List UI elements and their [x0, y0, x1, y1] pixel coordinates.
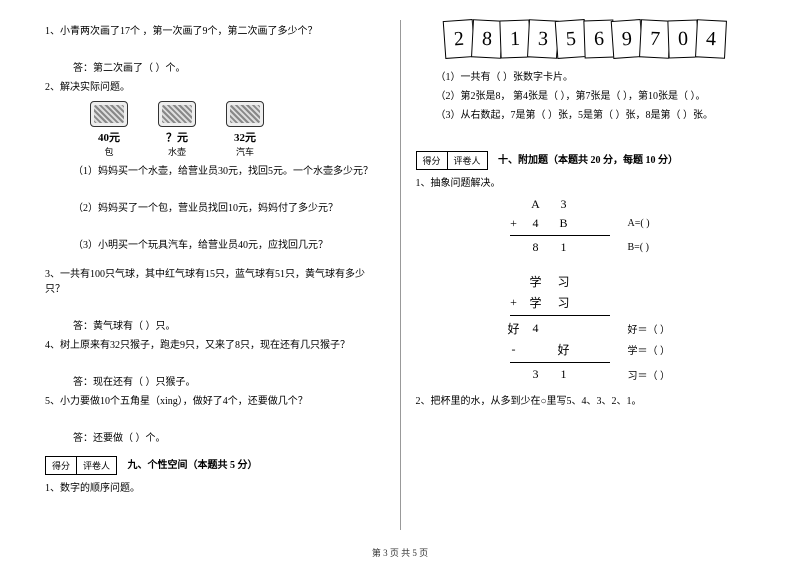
- m-cell: 学: [522, 273, 550, 290]
- m-op: +: [506, 295, 522, 310]
- result-b: B=( ): [628, 242, 649, 253]
- section10-row: 得分 评卷人 十、附加题（本题共 20 分，每题 10 分）: [416, 151, 756, 170]
- section10-title: 十、附加题（本题共 20 分，每题 10 分）: [498, 155, 678, 166]
- m-cell: A: [522, 197, 550, 212]
- m-op: +: [506, 216, 522, 231]
- q9-1: 1、数字的顺序问题。: [45, 481, 385, 496]
- name-kettle: 水壶: [158, 145, 196, 158]
- section9-title: 九、个性空间（本题共 5 分）: [128, 460, 258, 471]
- result-xue: 学＝（ ）: [628, 342, 671, 357]
- m-op: -: [506, 342, 522, 357]
- grader-label: 评卷人: [77, 457, 116, 474]
- product-bag: 40元 包: [90, 101, 128, 158]
- c1: （1）一共有（ ）张数字卡片。: [416, 70, 756, 85]
- math-problem-1: A 3 + 4 B A=( ) 8 1 B=( ): [506, 195, 756, 257]
- q5: 5、小力要做10个五角星（xing），做好了4个，还要做几个？: [45, 394, 385, 409]
- cards-row: 2 8 1 3 5 6 9 7 0 4: [416, 20, 756, 66]
- number-card: 7: [639, 19, 671, 59]
- p2: 2、把杯里的水，从多到少在○里写5、4、3、2、1。: [416, 394, 756, 409]
- section9-row: 得分 评卷人 九、个性空间（本题共 5 分）: [45, 456, 385, 475]
- price-bag: 40元: [90, 129, 128, 145]
- result-a: A=( ): [628, 218, 650, 229]
- score-box-10: 得分 评卷人: [416, 151, 488, 170]
- score-box-9: 得分 评卷人: [45, 456, 117, 475]
- q4-answer: 答：现在还有（ ）只猴子。: [45, 375, 385, 390]
- q2: 2、解决实际问题。: [45, 80, 385, 95]
- q3: 3、一共有100只气球，其中红气球有15只，蓝气球有51只，黄气球有多少只？: [45, 267, 385, 297]
- bag-icon: [90, 101, 128, 127]
- product-kettle: ？元 水壶: [158, 101, 196, 158]
- right-column: 2 8 1 3 5 6 9 7 0 4 （1）一共有（ ）张数字卡片。 （2）第…: [400, 20, 766, 530]
- q1: 1、小青两次画了17个 ，第一次画了9个，第二次画了多少个？: [45, 24, 385, 39]
- m-cell: 1: [550, 367, 578, 382]
- math-rule: [510, 362, 610, 363]
- kettle-icon: [158, 101, 196, 127]
- m-cell: 习: [550, 273, 578, 290]
- q2-1: （1）妈妈买一个水壶，给营业员30元，找回5元。一个水壶多少元？: [45, 164, 385, 179]
- number-card: 0: [668, 19, 699, 58]
- m-cell: 3: [550, 197, 578, 212]
- m-cell: 习: [550, 294, 578, 311]
- page-footer: 第 3 页 共 5 页: [0, 546, 800, 559]
- m-cell: 4: [522, 216, 550, 231]
- result-xi: 习＝（ ）: [628, 367, 671, 382]
- m-cell: 好: [550, 341, 578, 358]
- math-rule: [510, 315, 610, 316]
- number-card: 4: [695, 19, 727, 59]
- name-bag: 包: [90, 145, 128, 158]
- math-rule: [510, 235, 610, 236]
- m-cell: 1: [550, 240, 578, 255]
- result-hao: 好＝（ ）: [628, 321, 671, 336]
- price-kettle: ？元: [158, 129, 196, 145]
- product-car: 32元 汽车: [226, 101, 264, 158]
- c2: （2）第2张是8， 第4张是（ ），第7张是（ ），第10张是（ ）。: [416, 89, 756, 104]
- price-car: 32元: [226, 129, 264, 145]
- p1: 1、抽象问题解决。: [416, 176, 756, 191]
- number-card: 1: [500, 19, 531, 58]
- page-container: 1、小青两次画了17个 ，第一次画了9个，第二次画了多少个？ 答：第二次画了（ …: [0, 0, 800, 545]
- number-card: 8: [471, 19, 503, 59]
- product-row: 40元 包 ？元 水壶 32元 汽车: [45, 101, 385, 158]
- left-column: 1、小青两次画了17个 ，第一次画了9个，第二次画了多少个？ 答：第二次画了（ …: [35, 20, 400, 530]
- name-car: 汽车: [226, 145, 264, 158]
- grader-label: 评卷人: [448, 152, 487, 169]
- q4: 4、树上原来有32只猴子，跑走9只，又来了8只，现在还有几只猴子？: [45, 338, 385, 353]
- score-label: 得分: [46, 457, 77, 474]
- m-cell: 4: [522, 321, 550, 336]
- car-icon: [226, 101, 264, 127]
- score-label: 得分: [417, 152, 448, 169]
- q2-3: （3）小明买一个玩具汽车，给营业员40元，应找回几元？: [45, 238, 385, 253]
- m-cell: 3: [522, 367, 550, 382]
- q5-answer: 答：还要做（ ）个。: [45, 431, 385, 446]
- c3: （3）从右数起，7是第（ ）张，5是第（ ）张，8是第（ ）张。: [416, 108, 756, 123]
- m-cell: B: [550, 216, 578, 231]
- q2-2: （2）妈妈买了一个包，营业员找回10元，妈妈付了多少元？: [45, 201, 385, 216]
- math-problem-2: 学 习 + 学 习 好 4 好＝（ ） - 好 学＝（ ）: [506, 271, 756, 384]
- q3-answer: 答：黄气球有（ ）只。: [45, 319, 385, 334]
- q1-answer: 答：第二次画了（ ）个。: [45, 61, 385, 76]
- m-cell: 学: [522, 294, 550, 311]
- m-cell: 8: [522, 240, 550, 255]
- m-op: 好: [506, 320, 522, 337]
